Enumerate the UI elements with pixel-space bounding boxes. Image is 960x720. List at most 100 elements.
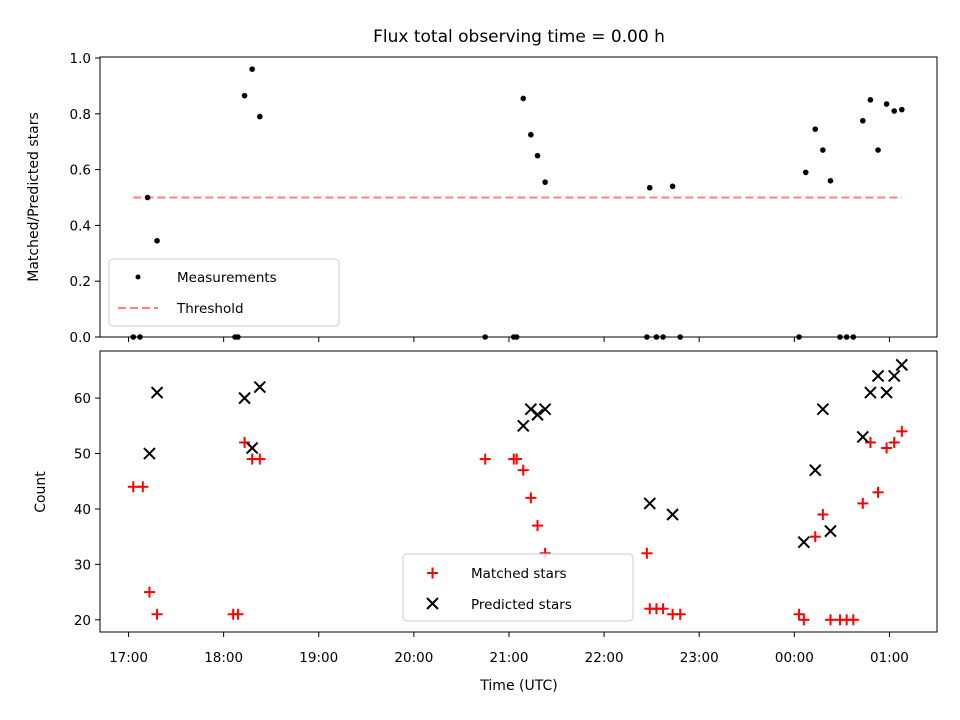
predicted-star-point [643,497,656,510]
matched-star-points [127,425,908,626]
matched-stars-legend-label: Matched stars [471,566,567,582]
measurement-point [154,237,160,244]
predicted-star-point [887,369,901,383]
ratio-y-tick-label: 0.2 [70,274,91,290]
predicted-star-point [143,447,156,460]
matched-star-point [232,608,244,620]
predicted-star-point [517,419,530,433]
matched-star-point [857,497,869,509]
predicted-star-point [531,408,544,421]
count-x-ticks: 17:00 18:00 19:00 20:00 21:00 22:00 23:00 00:00… [109,632,909,666]
measurement-point [899,106,905,113]
count-legend: Matched stars Predicted stars [402,553,634,622]
matched-star-point [239,436,251,448]
ratio-y-tick-label: 0.8 [70,107,91,123]
measurement-point [249,66,255,72]
ratio-y-axis-label: Matched/Predicted stars [26,112,42,282]
predicted-star-point [245,441,259,455]
count-x-tick-label: 22:00 [585,650,624,666]
predicted-star-point [809,463,822,477]
measurement-point [241,92,248,99]
count-x-tick-label: 21:00 [490,650,529,666]
matched-star-point [888,436,900,448]
matched-star-point [872,486,884,498]
predicted-star-point [856,430,870,444]
measurement-point [820,147,826,153]
matched-star-point [864,436,876,448]
count-x-tick-label: 23:00 [680,650,719,666]
matched-star-point [143,586,155,598]
measurement-point [891,108,897,114]
matched-star-point [809,531,821,543]
count-y-tick-label: 20 [74,613,91,629]
measurement-point [646,184,653,191]
matched-star-point [657,603,669,615]
measurement-point [827,177,834,184]
ratio-x-ticks [128,337,890,342]
count-y-tick-label: 40 [74,502,91,518]
measurement-point [867,97,874,103]
matched-star-point [479,453,491,465]
matched-star-point [127,481,139,493]
measurement-point [528,131,534,138]
matched-star-point [847,614,859,626]
count-y-axis-label: Count [33,471,49,513]
measurement-point [534,152,541,159]
predicted-star-point [797,536,811,549]
measurements-legend-marker [135,274,141,280]
ratio-y-ticks: 0.0 0.2 0.4 0.6 0.8 1.0 [70,51,100,346]
ratio-y-tick-label: 0.0 [70,330,91,346]
matched-star-point [254,453,266,465]
matched-star-point [674,608,686,620]
measurement-point [256,113,263,120]
predicted-star-point [895,358,909,372]
matched-star-point [151,608,163,620]
ratio-y-tick-label: 1.0 [70,51,91,67]
measurement-point [860,117,866,124]
matched-star-point [517,464,529,476]
matched-star-point [896,425,908,437]
predicted-stars-legend-label: Predicted stars [471,597,572,613]
predicted-star-point [880,386,893,399]
ratio-y-tick-label: 0.6 [70,163,91,179]
predicted-star-point [871,369,885,383]
matched-star-point [793,608,805,620]
ratio-axes-frame [99,56,938,338]
matched-star-point [881,442,893,454]
count-y-tick-label: 50 [74,447,91,463]
measurement-point [883,101,890,107]
time-x-axis-label: Time (UTC) [479,678,557,694]
matched-star-point [532,520,544,532]
count-x-tick-label: 00:00 [775,650,814,666]
count-legend-box [402,553,634,622]
measurements-legend-label: Measurements [177,270,277,286]
count-y-tick-label: 60 [74,391,91,407]
count-y-tick-label: 30 [74,557,91,573]
measurement-point [812,126,819,132]
predicted-star-point [253,380,266,394]
matched-star-point [511,453,523,465]
threshold-legend-label: Threshold [176,301,244,317]
predicted-star-point [150,386,164,399]
measurement-point [520,95,527,102]
predicted-star-point [816,402,830,416]
count-x-tick-label: 19:00 [299,650,338,666]
predicted-star-point [666,508,679,521]
measurement-point [875,147,881,153]
matched-star-point [824,614,836,626]
predicted-star-points [143,358,909,549]
chart-title: Flux total observing time = 0.00 h [373,27,665,47]
matched-star-point [525,492,537,504]
predicted-star-point [238,391,251,405]
predicted-stars-legend-marker [426,597,439,610]
count-x-tick-label: 01:00 [870,650,909,666]
ratio-panel: 0.0 0.2 0.4 0.6 0.8 1.0 Matched/Predicted sta… [26,51,938,346]
matched-star-point [641,547,653,559]
ratio-legend: Measurements Threshold [108,258,340,327]
ratio-legend-box [108,258,340,327]
matched-stars-legend-marker [427,567,438,579]
count-x-tick-label: 17:00 [109,650,148,666]
count-x-tick-label: 20:00 [394,650,433,666]
measurement-point [542,179,548,185]
